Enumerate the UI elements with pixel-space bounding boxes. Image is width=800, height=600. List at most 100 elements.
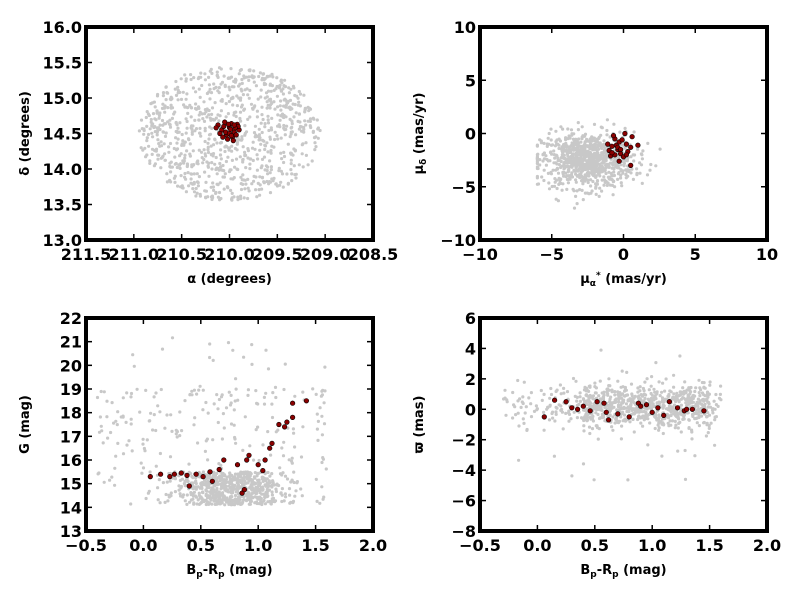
field-star-point <box>593 381 597 385</box>
field-star-point <box>592 404 596 408</box>
field-star-point <box>560 145 564 149</box>
field-star-point <box>258 138 262 142</box>
field-star-point <box>557 182 561 186</box>
field-star-point <box>552 161 556 165</box>
field-star-point <box>658 394 662 398</box>
field-star-point <box>221 498 225 502</box>
field-star-point <box>545 144 549 148</box>
field-star-point <box>599 348 603 352</box>
field-star-point <box>260 176 264 180</box>
field-star-point <box>571 187 575 191</box>
field-star-point <box>658 401 662 405</box>
field-star-point <box>237 138 242 142</box>
field-star-point <box>215 393 219 397</box>
field-star-point <box>566 181 571 185</box>
x-tick-label: 5 <box>690 245 701 264</box>
field-star-point <box>185 162 189 166</box>
field-star-point <box>322 401 326 405</box>
member-star-point <box>209 478 215 484</box>
field-star-point <box>288 135 292 139</box>
field-star-point <box>285 124 289 128</box>
field-star-point <box>125 443 129 447</box>
field-star-point <box>197 175 201 179</box>
field-star-point <box>212 475 216 479</box>
field-star-point <box>567 409 571 413</box>
field-star-point <box>229 393 233 397</box>
field-star-point <box>163 500 167 504</box>
field-star-point <box>595 179 600 183</box>
field-star-point <box>661 431 665 436</box>
field-star-point <box>249 483 253 487</box>
field-star-point <box>601 161 605 165</box>
field-star-point <box>607 384 611 388</box>
field-star-point <box>566 168 571 172</box>
field-star-point <box>198 95 202 99</box>
field-star-point <box>612 160 616 164</box>
member-star-point <box>616 158 622 164</box>
field-star-point <box>702 393 706 397</box>
field-star-point <box>121 414 125 418</box>
field-star-point <box>591 136 595 140</box>
field-star-point <box>281 87 285 91</box>
field-star-point <box>223 172 227 176</box>
field-star-point <box>282 123 286 128</box>
field-star-point <box>248 162 252 166</box>
field-star-point <box>525 427 529 432</box>
field-star-point <box>687 397 691 401</box>
field-star-point <box>194 194 198 198</box>
field-star-point <box>174 161 178 166</box>
field-star-point <box>203 449 207 453</box>
field-star-point <box>252 69 256 73</box>
field-star-point <box>600 408 604 412</box>
field-star-point <box>177 484 181 488</box>
field-star-point <box>204 110 208 114</box>
field-star-point <box>287 458 291 462</box>
field-star-point <box>584 162 588 166</box>
field-stars-propermotion <box>535 118 662 210</box>
field-star-point <box>580 137 584 141</box>
member-stars-cmd <box>147 398 310 496</box>
field-star-point <box>294 176 298 180</box>
field-star-point <box>559 156 564 160</box>
field-star-point <box>221 412 225 416</box>
field-star-point <box>541 159 545 163</box>
field-star-point <box>149 117 153 122</box>
field-star-point <box>584 393 588 397</box>
field-star-point <box>602 139 606 143</box>
field-star-point <box>228 88 232 92</box>
field-star-point <box>616 392 620 397</box>
field-star-point <box>557 146 561 151</box>
field-star-point <box>610 388 614 392</box>
field-star-point <box>564 148 568 152</box>
field-star-point <box>259 88 263 92</box>
field-star-point <box>229 177 233 181</box>
field-star-point <box>156 157 160 161</box>
field-star-point <box>610 183 615 187</box>
field-star-point <box>277 483 281 488</box>
field-star-point <box>224 159 228 164</box>
field-star-point <box>151 428 155 432</box>
field-star-point <box>272 100 276 104</box>
field-star-point <box>105 415 109 419</box>
field-star-point <box>668 419 672 423</box>
field-star-point <box>97 471 101 475</box>
field-star-point <box>668 406 673 410</box>
field-star-point <box>718 392 723 396</box>
field-star-point <box>318 501 322 505</box>
field-star-point <box>529 391 534 395</box>
member-star-point <box>220 134 226 140</box>
field-star-point <box>280 157 284 161</box>
field-star-point <box>225 489 229 493</box>
field-star-point <box>264 91 269 95</box>
field-star-point <box>549 127 553 131</box>
field-star-point <box>612 405 616 409</box>
field-star-point <box>135 387 139 391</box>
field-star-point <box>287 487 292 491</box>
field-star-point <box>224 102 228 106</box>
field-star-point <box>594 186 598 190</box>
field-star-point <box>586 412 590 416</box>
field-star-point <box>200 112 204 116</box>
field-star-point <box>292 431 296 435</box>
field-star-point <box>619 173 623 177</box>
